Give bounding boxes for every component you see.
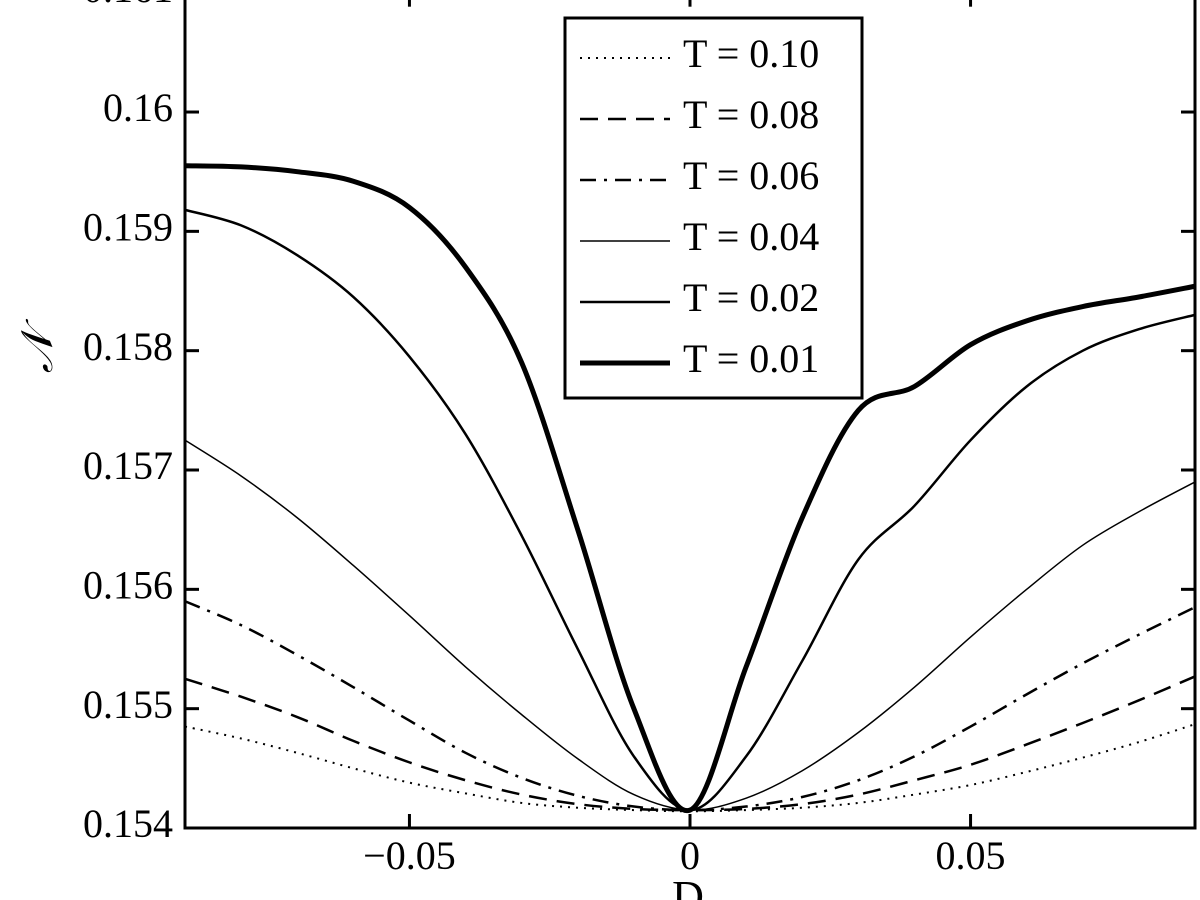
legend-label: T = 0.08: [683, 92, 819, 137]
series-line: [184, 600, 1196, 812]
y-tick-label: 0.154: [83, 801, 173, 846]
legend-box: [563, 16, 864, 400]
x-tick-label: −0.05: [363, 833, 456, 878]
series-line: [184, 163, 1196, 813]
x-axis-label: D: [672, 872, 704, 900]
legend-label: T = 0.10: [683, 31, 819, 76]
y-tick-label: 0.16: [103, 85, 173, 130]
series-line: [184, 675, 1196, 812]
series-line: [184, 723, 1196, 813]
legend-label: T = 0.01: [683, 336, 819, 381]
y-tick-label: 0.155: [83, 682, 173, 727]
y-axis-label: 𝒩: [13, 318, 62, 373]
legend-label: T = 0.04: [683, 214, 819, 259]
x-tick-label: 0.05: [936, 833, 1006, 878]
y-tick-label: 0.159: [83, 205, 173, 250]
legend-label: T = 0.06: [683, 153, 819, 198]
legend-label: T = 0.02: [683, 275, 819, 320]
y-tick-label: 0.161: [83, 0, 173, 11]
series-line: [184, 439, 1196, 811]
y-tick-label: 0.158: [83, 324, 173, 369]
y-tick-label: 0.156: [83, 563, 173, 608]
x-tick-label: 0: [680, 833, 700, 878]
legend: T = 0.10 T = 0.08 T = 0.06 T = 0.04 T = 0.02…: [563, 16, 864, 400]
y-tick-label: 0.157: [83, 443, 173, 488]
